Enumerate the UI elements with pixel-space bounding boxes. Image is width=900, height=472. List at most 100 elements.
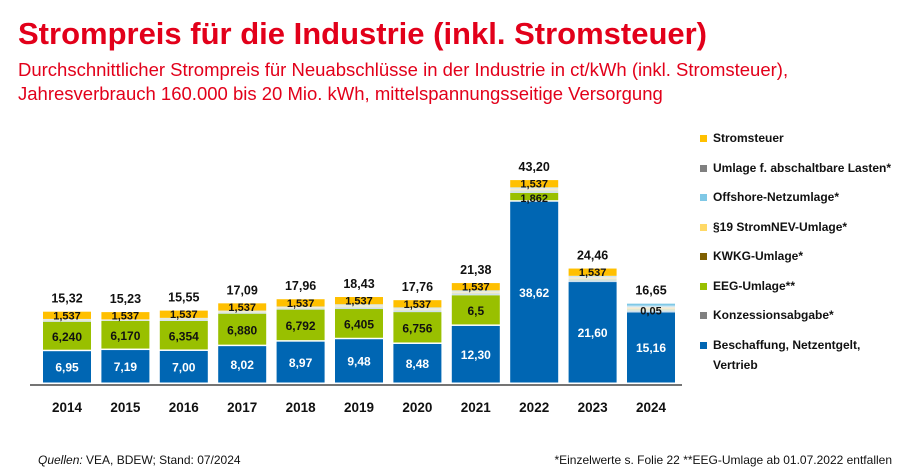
data-label-stromsteuer: 1,537 — [287, 298, 315, 310]
legend-item: Konzessionsabgabe* — [700, 308, 891, 338]
data-label-beschaffung: 8,48 — [406, 357, 430, 371]
bar-segment-other-levies — [627, 309, 675, 311]
legend-label: KWKG-Umlage* — [713, 249, 804, 263]
legend-item: Beschaffung, Netzentgelt, Vertrieb — [700, 338, 891, 372]
bar-segment-other-levies — [335, 307, 383, 310]
bar-segment-other-levies — [335, 306, 383, 308]
bar-segment-other-levies — [159, 317, 208, 319]
x-tick-label: 2023 — [578, 400, 609, 415]
bar-segment-eeg — [335, 309, 383, 338]
data-label-beschaffung: 9,48 — [347, 355, 371, 369]
bar-segment-other-levies — [627, 310, 675, 313]
bar-segment-other-levies — [218, 310, 267, 312]
bar-segment-beschaffung — [43, 351, 91, 383]
bar-segment-beschaffung — [159, 350, 208, 383]
bar-segment-other-levies — [393, 308, 442, 310]
legend-item: EEG-Umlage** — [700, 279, 891, 309]
total-label: 24,46 — [577, 249, 608, 263]
x-tick-label: 2021 — [461, 400, 492, 415]
x-tick-label: 2022 — [519, 400, 549, 415]
x-tick-label: 2019 — [344, 400, 374, 415]
legend-label: Umlage f. abschaltbare Lasten* — [713, 160, 892, 175]
legend-label: Stromsteuer — [713, 131, 784, 145]
bar-segment-beschaffung — [627, 312, 675, 383]
data-label-beschaffung: 8,97 — [289, 356, 313, 370]
legend-swatch — [700, 312, 707, 319]
bar-segment-other-levies — [43, 321, 91, 322]
bar-segment-other-levies — [276, 308, 325, 309]
data-label-stromsteuer: 1,537 — [345, 296, 373, 308]
x-tick-label: 2024 — [636, 400, 667, 415]
bar-segment-eeg — [218, 313, 267, 345]
total-label: 15,23 — [110, 292, 141, 306]
legend-swatch — [700, 164, 707, 172]
bar-segment-stromsteuer — [218, 303, 267, 311]
bar-segment-other-levies — [43, 318, 91, 320]
bar-segment-other-levies — [43, 320, 91, 322]
x-tick-label: 2017 — [227, 400, 257, 415]
bar-segment-stromsteuer — [159, 310, 208, 318]
legend-label: Offshore-Netzumlage* — [713, 190, 840, 204]
bar-segment-beschaffung — [276, 341, 325, 383]
data-label-beschaffung: 12,30 — [461, 348, 491, 362]
data-label-beschaffung: 21,60 — [578, 326, 608, 340]
data-label-stromsteuer: 1,537 — [228, 302, 256, 314]
data-label-beschaffung: 7,19 — [114, 360, 138, 374]
legend-swatch — [700, 341, 707, 349]
bar-segment-stromsteuer — [335, 297, 383, 305]
legend-swatch — [700, 253, 707, 260]
x-tick-label: 2014 — [52, 400, 83, 415]
bar-segment-eeg — [43, 321, 91, 350]
bar-segment-other-levies — [451, 294, 500, 296]
data-label-stromsteuer: 1,537 — [462, 282, 490, 294]
bar-segment-other-levies — [159, 318, 208, 320]
bar-segment-other-levies — [159, 320, 208, 321]
bar-segment-other-levies — [510, 190, 559, 192]
data-label-stromsteuer: 1,537 — [170, 309, 198, 321]
legend-label: Konzessionsabgabe* — [713, 308, 834, 322]
legend-swatch — [700, 282, 707, 290]
bar-segment-stromsteuer — [451, 283, 500, 291]
bar-segment-other-levies — [393, 309, 442, 311]
subtitle-line-1: Durchschnittlicher Strompreis für Neuabs… — [18, 59, 789, 80]
bar-segment-other-levies — [627, 305, 675, 308]
bar-segment-stromsteuer — [510, 180, 559, 188]
total-label: 18,43 — [343, 277, 374, 291]
bar-segment-other-levies — [568, 278, 617, 281]
bar-segment-other-levies — [218, 311, 267, 313]
data-label-stromsteuer: 1,537 — [404, 299, 432, 311]
bar-segment-other-levies — [276, 306, 325, 308]
data-label-beschaffung: 7,00 — [172, 360, 196, 374]
bar-segment-other-levies — [510, 187, 559, 189]
source-label: Quellen: — [38, 453, 83, 467]
bar-segment-other-levies — [335, 304, 383, 306]
bar-segment-other-levies — [451, 292, 500, 295]
legend-item: Umlage f. abschaltbare Lasten* — [700, 161, 891, 191]
bar-segment-beschaffung — [451, 325, 500, 383]
bar-segment-other-levies — [510, 188, 559, 191]
data-label-beschaffung: 15,16 — [636, 341, 666, 355]
data-label-stromsteuer: 1,537 — [520, 179, 548, 191]
bar-segment-beschaffung — [101, 350, 150, 383]
data-label-stromsteuer: 1,537 — [53, 310, 81, 322]
x-tick-label: 2015 — [110, 400, 141, 415]
bar-segment-other-levies — [451, 290, 500, 292]
data-label-eeg: 6,354 — [169, 329, 199, 343]
legend-label: §19 StromNEV-Umlage* — [713, 219, 848, 234]
data-label-eeg: 6,405 — [344, 318, 374, 332]
bar-segment-beschaffung — [510, 201, 559, 383]
legend-swatch — [700, 135, 707, 142]
data-label-stromsteuer: 0,05 — [640, 306, 661, 318]
x-tick-label: 2018 — [286, 400, 317, 415]
bar-segment-other-levies — [568, 275, 617, 278]
bar-segment-stromsteuer — [43, 311, 91, 319]
data-label-eeg: 6,880 — [227, 323, 257, 337]
bar-segment-stromsteuer — [627, 303, 675, 306]
bar-segment-other-levies — [218, 312, 267, 314]
bar-segment-other-levies — [276, 308, 325, 310]
bar-segment-beschaffung — [218, 346, 267, 383]
subtitle-line-2: Jahresverbrauch 160.000 bis 20 Mio. kWh,… — [18, 83, 663, 104]
bar-segment-stromsteuer — [393, 300, 442, 308]
data-label-stromsteuer: 1,537 — [579, 267, 607, 279]
legend-swatch — [700, 223, 707, 231]
